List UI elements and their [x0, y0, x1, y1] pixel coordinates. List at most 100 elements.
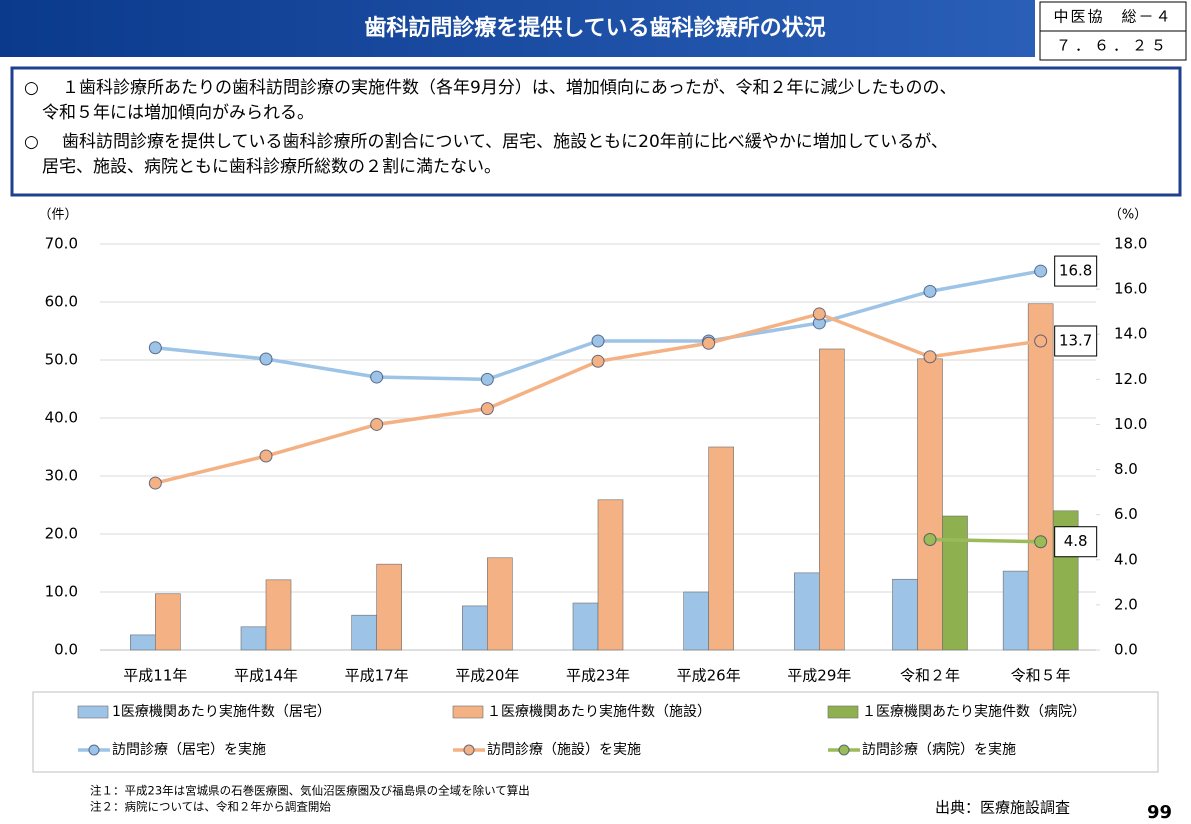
bar — [240, 626, 267, 651]
bullet-mark: ○ — [24, 132, 39, 152]
x-tick-label: 平成29年 — [787, 667, 851, 685]
value-label: 4.8 — [1064, 532, 1088, 550]
point — [1034, 334, 1048, 348]
y-tick-label: 40.0 — [45, 409, 78, 427]
bar — [819, 348, 845, 651]
bullets: ○ １歯科診療所あたりの歯科訪問診療の実施件数（各年9月分）は、増加傾向にあったが… — [24, 78, 956, 177]
y2-tick-label: 14.0 — [1114, 325, 1147, 343]
legend-swatch — [838, 744, 850, 756]
y-tick-label: 50.0 — [45, 351, 78, 369]
bar — [942, 515, 968, 651]
value-label: 13.7 — [1059, 331, 1092, 349]
x-tick-label: 平成26年 — [677, 667, 741, 685]
bar — [130, 634, 156, 651]
legend-label: １医療機関あたり実施件数（病院） — [862, 703, 1086, 720]
header-banner — [0, 0, 1035, 57]
y-tick-label: 10.0 — [45, 583, 78, 601]
summary-box — [10, 66, 1182, 197]
point — [259, 352, 273, 366]
y2-tick-label: 18.0 — [1114, 235, 1147, 253]
bullet-mark: ○ — [24, 78, 39, 98]
bar — [462, 605, 488, 651]
bar — [917, 358, 943, 651]
bar — [487, 557, 513, 651]
point — [148, 476, 162, 490]
bar — [265, 579, 292, 651]
value-label: 16.8 — [1059, 262, 1092, 280]
legend-swatch — [463, 744, 475, 756]
bar — [597, 499, 624, 651]
x-tick-label: 平成20年 — [455, 667, 519, 685]
legend-swatch — [88, 744, 100, 756]
legend-box — [32, 691, 1159, 773]
y-tick-label: 60.0 — [45, 293, 78, 311]
y2-tick-label: 2.0 — [1114, 595, 1138, 613]
x-tick-label: 平成11年 — [123, 667, 187, 685]
y2-tick-label: 10.0 — [1114, 415, 1147, 433]
bullet-text: １歯科診療所あたりの歯科訪問診療の実施件数（各年9月分）は、増加傾向にあったが、… — [62, 78, 956, 98]
point — [923, 532, 937, 546]
point — [370, 370, 384, 384]
x-tick-label: 平成14年 — [234, 667, 298, 685]
y2-tick-label: 8.0 — [1114, 460, 1138, 478]
value-label-box — [1054, 325, 1098, 357]
bar — [683, 591, 709, 651]
bar — [892, 578, 918, 651]
point — [923, 350, 937, 364]
line — [929, 537, 1041, 544]
y-tick-label: 70.0 — [45, 235, 78, 253]
point — [591, 354, 605, 368]
x-tick-label: 平成17年 — [345, 667, 409, 685]
legend-label: 1医療機関あたり実施件数（居宅） — [112, 703, 331, 720]
doc-id: 中医協 総－４ — [1053, 8, 1172, 26]
point — [148, 341, 162, 355]
y2-tick-label: 4.0 — [1114, 550, 1138, 568]
legend-swatch — [77, 705, 109, 719]
y2-axis-label: （%） — [1109, 208, 1147, 223]
bar — [155, 593, 181, 651]
y2-tick-label: 16.0 — [1114, 280, 1147, 298]
point — [370, 417, 384, 431]
bar — [351, 614, 377, 651]
value-label-box — [1054, 255, 1098, 287]
bullet-text: 居宅、施設、病院ともに歯科診療所総数の２割に満たない。 — [42, 157, 501, 177]
point — [480, 372, 494, 386]
note: 注２：病院については、令和２年から調査開始 — [90, 800, 331, 814]
y-tick-label: 0.0 — [54, 641, 78, 659]
page-number: 99 — [1147, 802, 1172, 823]
y-tick-label: 20.0 — [45, 525, 78, 543]
doc-date: ７．６．２５ — [1056, 37, 1170, 55]
bar — [794, 572, 820, 651]
bullet-text: 令和５年には増加傾向がみられる。 — [42, 103, 314, 123]
point — [702, 336, 716, 350]
bar — [708, 446, 734, 651]
legend-swatch — [452, 705, 484, 719]
point — [1034, 264, 1048, 278]
note: 注１：平成23年は宮城県の石巻医療圏、気仙沼医療圏及び福島県の全域を除いて算出 — [90, 784, 530, 798]
bar — [376, 563, 402, 651]
x-tick-label: 令和５年 — [1011, 667, 1071, 685]
value-label-box — [1054, 526, 1098, 558]
y-axis-label: （件） — [38, 208, 77, 223]
y-tick-label: 30.0 — [45, 467, 78, 485]
point — [259, 449, 273, 463]
y2-tick-label: 12.0 — [1114, 370, 1147, 388]
y2-tick-label: 0.0 — [1114, 641, 1138, 659]
legend-label: 訪問診療（病院）を実施 — [862, 741, 1016, 758]
point — [923, 284, 937, 298]
bar — [572, 602, 599, 651]
x-tick-label: 平成23年 — [566, 667, 630, 685]
title: 歯科訪問診療を提供している歯科診療所の状況 — [364, 15, 825, 41]
legend-label: 訪問診療（居宅）を実施 — [112, 741, 266, 758]
legend-label: 訪問診療（施設）を実施 — [487, 741, 641, 758]
point — [812, 307, 826, 321]
legend-swatch — [827, 705, 859, 719]
legend-label: １医療機関あたり実施件数（施設） — [487, 703, 711, 720]
source: 出典：医療施設調査 — [935, 799, 1070, 817]
bullet-text: 歯科訪問診療を提供している歯科診療所の割合について、居宅、施設ともに20年前に比… — [62, 132, 948, 152]
bar — [1002, 570, 1029, 651]
bar — [1027, 303, 1054, 651]
point — [591, 334, 605, 348]
